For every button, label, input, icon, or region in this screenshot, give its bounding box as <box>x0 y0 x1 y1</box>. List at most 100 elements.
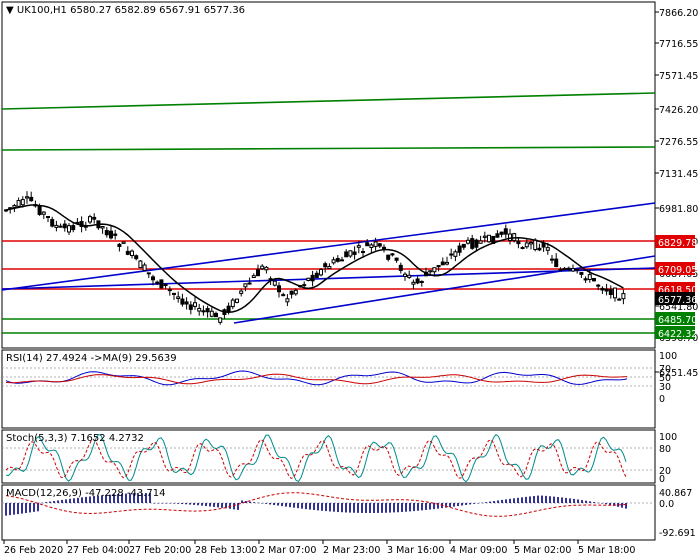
macd-histogram-bar <box>225 503 227 509</box>
macd-histogram-bar <box>25 503 27 513</box>
macd-axis-label: -92.691 <box>659 528 696 539</box>
candle-body <box>617 298 622 301</box>
candle-body <box>151 276 155 281</box>
candle-body <box>529 241 533 245</box>
stoch-pane-border <box>1 429 656 484</box>
chart-title: ▼ UK100,H1 6580.27 6582.89 6567.91 6577.… <box>6 5 245 16</box>
macd-histogram-bar <box>29 503 31 513</box>
macd-histogram-bar <box>257 502 259 504</box>
price-axis-label: 7426.20 <box>659 105 698 116</box>
candle-body <box>268 278 273 281</box>
candle-body <box>319 268 323 276</box>
macd-histogram-bar <box>145 493 147 503</box>
macd-histogram-bar <box>585 500 587 503</box>
macd-histogram-bar <box>609 503 611 506</box>
macd-histogram-bar <box>217 503 219 508</box>
macd-histogram-bar <box>177 503 179 504</box>
candle-body <box>226 305 231 313</box>
candle-body <box>67 225 71 233</box>
macd-histogram-bar <box>5 503 7 516</box>
candle-body <box>264 266 269 271</box>
macd-histogram-bar <box>341 503 343 513</box>
candle-body <box>583 278 588 281</box>
macd-histogram-bar <box>49 501 51 503</box>
macd-histogram-bar <box>117 494 119 503</box>
level-tag-text: 6618.50 <box>658 285 697 296</box>
macd-histogram-bar <box>385 503 387 513</box>
macd-histogram-bar <box>589 501 591 503</box>
macd-histogram-bar <box>85 496 87 503</box>
rsi-axis-label: 30 <box>659 382 671 393</box>
macd-histogram-bar <box>373 503 375 513</box>
price-axis-label: 7131.45 <box>659 169 698 180</box>
candle-body <box>109 230 113 239</box>
rsi-axis-label: 50 <box>659 373 671 384</box>
macd-histogram-bar <box>365 503 367 513</box>
candle-body <box>533 239 538 250</box>
macd-histogram-bar <box>189 503 191 505</box>
macd-histogram-bar <box>105 494 107 503</box>
macd-histogram-bar <box>13 503 15 515</box>
candle-body <box>394 257 399 261</box>
macd-histogram-bar <box>549 496 551 503</box>
macd-histogram-bar <box>37 503 39 512</box>
macd-histogram-bar <box>461 503 463 506</box>
macd-histogram-bar <box>17 503 19 515</box>
macd-histogram-bar <box>9 503 11 516</box>
candle-body <box>377 243 382 247</box>
main-header-text: UK100,H1 6580.27 6582.89 6567.91 6577.36 <box>16 5 246 16</box>
macd-histogram-bar <box>309 503 311 510</box>
macd-histogram-bar <box>409 503 411 512</box>
macd-histogram-bar <box>397 503 399 513</box>
candle-body <box>54 224 59 228</box>
candle-body <box>398 264 403 271</box>
macd-histogram-bar <box>525 496 527 503</box>
candle-body <box>575 268 580 271</box>
rsi-axis-label: 100 <box>659 351 677 362</box>
price-axis-label: 6541.80 <box>659 302 698 313</box>
candle-body <box>88 216 92 223</box>
candle-body <box>474 239 479 248</box>
candle-body <box>541 242 546 248</box>
candle-body <box>499 231 504 235</box>
macd-histogram-bar <box>613 503 615 506</box>
candle-body <box>58 225 63 228</box>
rsi-header: RSI(14) 27.4924 ->MA(9) 29.5639 <box>6 353 177 364</box>
candle-body <box>184 301 189 305</box>
macd-histogram-bar <box>561 497 563 503</box>
candle-body <box>356 245 361 248</box>
candle-body <box>214 312 218 318</box>
level-tag-text: 6577.36 <box>658 295 697 306</box>
candle-body <box>323 263 328 268</box>
candle-body <box>155 281 160 284</box>
candle-body <box>251 275 256 278</box>
candle-body <box>390 253 395 256</box>
macd-histogram-bar <box>137 493 139 503</box>
candle-body <box>566 267 571 270</box>
macd-histogram-bar <box>529 496 531 503</box>
candle-body <box>167 289 172 292</box>
macd-histogram-bar <box>109 494 111 503</box>
macd-histogram-bar <box>197 503 199 506</box>
macd-histogram-bar <box>173 503 175 504</box>
candle-body <box>79 221 84 227</box>
candle-body <box>613 287 617 299</box>
time-axis-label: 27 Feb 04:00 <box>67 545 129 556</box>
price-axis-label: 7716.55 <box>659 39 698 50</box>
macd-histogram-bar <box>605 503 607 505</box>
macd-histogram-bar <box>473 503 475 504</box>
macd-histogram-bar <box>261 503 263 504</box>
macd-histogram-bar <box>73 498 75 503</box>
macd-histogram-bar <box>493 500 495 503</box>
candle-body <box>449 253 454 256</box>
macd-header: MACD(12,26,9) -47.228 -43.714 <box>6 488 166 499</box>
candle-body <box>327 266 332 270</box>
macd-histogram-bar <box>381 503 383 513</box>
macd-histogram-bar <box>229 503 231 509</box>
dropdown-arrow-icon[interactable]: ▼ <box>6 5 14 16</box>
macd-histogram-bar <box>297 503 299 509</box>
macd-histogram-bar <box>357 503 359 513</box>
macd-histogram-bar <box>181 503 183 505</box>
candle-body <box>289 290 294 295</box>
